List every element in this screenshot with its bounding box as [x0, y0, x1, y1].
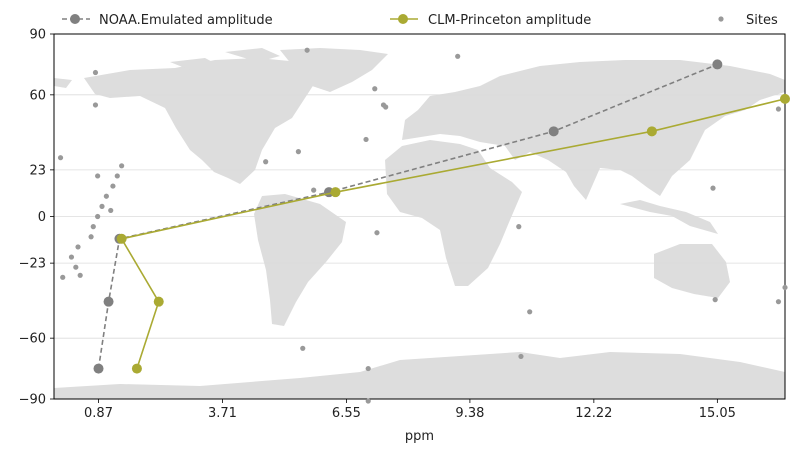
sites-point-8 [103, 193, 109, 199]
clm-marker-0 [131, 363, 142, 374]
noaa-marker-0 [93, 363, 104, 374]
landmass-2 [170, 48, 280, 70]
landmass-1 [280, 48, 388, 92]
sites-point-26 [455, 53, 461, 59]
legend: NOAA.Emulated amplitude CLM-Princeton amp… [62, 13, 778, 28]
sites-point-23 [372, 86, 378, 92]
sites-point-33 [775, 106, 782, 112]
x-tick-label-0: 0.87 [84, 406, 113, 421]
legend-clm-label: CLM-Princeton amplitude [428, 13, 591, 28]
clm-marker-5 [780, 93, 790, 104]
landmass-6 [654, 244, 730, 298]
sites-point-4 [88, 234, 94, 240]
y-tick-label-6: 90 [29, 28, 46, 43]
sites-point-24 [374, 230, 380, 236]
landmass-8 [54, 352, 785, 399]
sites-point-7 [99, 203, 105, 209]
sites-point-14 [57, 155, 64, 161]
sites-point-37 [380, 102, 387, 108]
legend-noaa-marker [70, 14, 80, 24]
noaa-marker-5 [712, 59, 723, 70]
world-map-background [54, 48, 785, 399]
sites-point-1 [68, 254, 75, 260]
sites-point-11 [119, 163, 125, 169]
sites-point-32 [782, 284, 788, 291]
sites-point-17 [263, 159, 269, 165]
sites-point-30 [712, 297, 718, 303]
y-tick-label-3: 0 [38, 210, 46, 225]
axes: 0.87 3.71 6.55 9.38 12.22 15.05 −90 −60 −23 0 23 60… [19, 28, 736, 422]
clm-marker-1 [153, 296, 164, 307]
legend-clm-marker [398, 14, 408, 24]
sites-point-38 [77, 272, 83, 278]
series-layer [57, 47, 790, 404]
x-tick-label-4: 12.22 [575, 406, 612, 421]
legend-noaa-label: NOAA.Emulated amplitude [99, 13, 273, 28]
sites-point-31 [775, 299, 782, 305]
sites-point-9 [110, 183, 116, 189]
clm-marker-2 [116, 233, 127, 244]
clm-line [120, 98, 786, 369]
sites-point-18 [295, 149, 301, 155]
y-tick-label-0: −90 [19, 393, 46, 408]
sites-point-21 [311, 187, 317, 193]
sites-point-28 [527, 309, 533, 315]
x-tick-label-5: 15.05 [699, 406, 736, 421]
y-tick-label-5: 60 [29, 88, 46, 103]
y-tick-label-2: −23 [19, 257, 46, 272]
y-tick-label-1: −60 [19, 332, 46, 347]
sites-point-10 [114, 173, 120, 179]
x-tick-label-1: 3.71 [208, 406, 237, 421]
landmass-4 [385, 140, 522, 286]
sites-point-19 [300, 345, 306, 351]
sites-point-16 [92, 102, 99, 108]
sites-point-36 [365, 398, 371, 404]
clm-marker-4 [646, 126, 657, 137]
noaa-line [97, 63, 718, 369]
sites-point-22 [363, 136, 369, 143]
x-tick-label-2: 6.55 [332, 406, 361, 421]
sites-point-5 [90, 224, 96, 230]
landmass-0 [84, 58, 318, 184]
sites-point-27 [516, 224, 522, 230]
sites-point-12 [108, 207, 114, 214]
sites-point-35 [365, 365, 371, 372]
sites-point-15 [92, 69, 99, 76]
x-axis-label: ppm [405, 429, 434, 444]
landmass-3 [254, 194, 346, 326]
legend-sites-marker [718, 16, 724, 22]
sites-point-2 [75, 244, 81, 250]
sites-point-0 [60, 274, 66, 280]
grid-lines [54, 94, 785, 339]
sites-point-3 [73, 264, 79, 270]
sites-point-20 [304, 47, 310, 53]
noaa-marker-1 [103, 296, 114, 307]
landmass-7 [620, 200, 718, 234]
clm-marker-3 [330, 187, 341, 198]
landmass-9 [54, 78, 72, 88]
noaa-marker-4 [548, 126, 559, 137]
sites-point-34 [710, 185, 716, 191]
x-tick-label-3: 9.38 [455, 406, 484, 421]
sites-point-29 [518, 353, 524, 360]
legend-sites-label: Sites [746, 13, 778, 28]
sites-point-6 [95, 213, 101, 220]
y-tick-label-4: 23 [29, 163, 46, 178]
sites-point-13 [95, 173, 101, 179]
